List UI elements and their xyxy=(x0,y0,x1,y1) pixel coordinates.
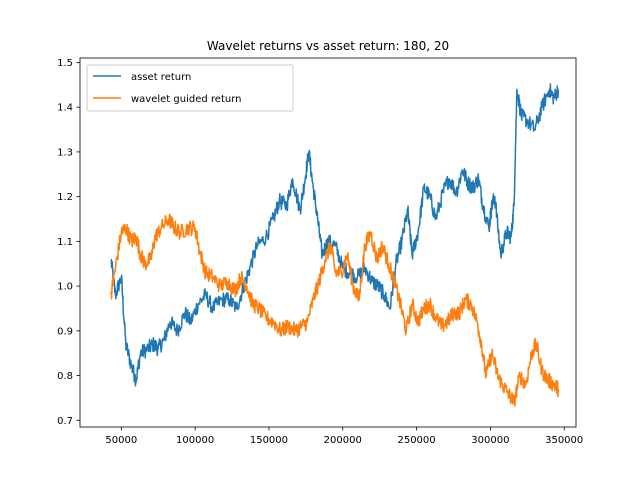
axes-frame xyxy=(79,57,577,428)
series-line-1 xyxy=(110,83,560,387)
legend-box xyxy=(86,64,294,112)
x-tick-label: 50000 xyxy=(105,435,137,446)
x-tick-label: 350000 xyxy=(545,435,583,446)
y-tick-label: 0.9 xyxy=(57,326,73,337)
y-tick-label: 1.5 xyxy=(57,58,73,69)
x-tick-label: 100000 xyxy=(176,435,214,446)
y-tick-label: 1.3 xyxy=(57,147,73,158)
series-line-2 xyxy=(110,213,560,407)
y-tick-label: 1.4 xyxy=(57,103,73,114)
y-tick-label: 1.1 xyxy=(57,237,73,248)
legend-label: asset return xyxy=(131,72,191,83)
y-tick-label: 0.7 xyxy=(57,416,73,427)
chart-title: Wavelet returns vs asset return: 180, 20 xyxy=(207,39,449,53)
axes: 50000 100000 150000 200000 250000 300000 35000… xyxy=(57,57,583,446)
x-tick-label: 250000 xyxy=(397,435,435,446)
legend-label: wavelet guided return xyxy=(131,94,241,105)
y-tick-label: 1.0 xyxy=(57,282,73,293)
legend: asset return wavelet guided return xyxy=(86,64,294,112)
y-tick-label: 0.8 xyxy=(57,371,73,382)
x-tick-label: 300000 xyxy=(471,435,509,446)
y-tick-label: 1.2 xyxy=(57,192,73,203)
x-tick-label: 200000 xyxy=(324,435,362,446)
x-tick-label: 150000 xyxy=(250,435,288,446)
plot-area xyxy=(110,83,560,407)
